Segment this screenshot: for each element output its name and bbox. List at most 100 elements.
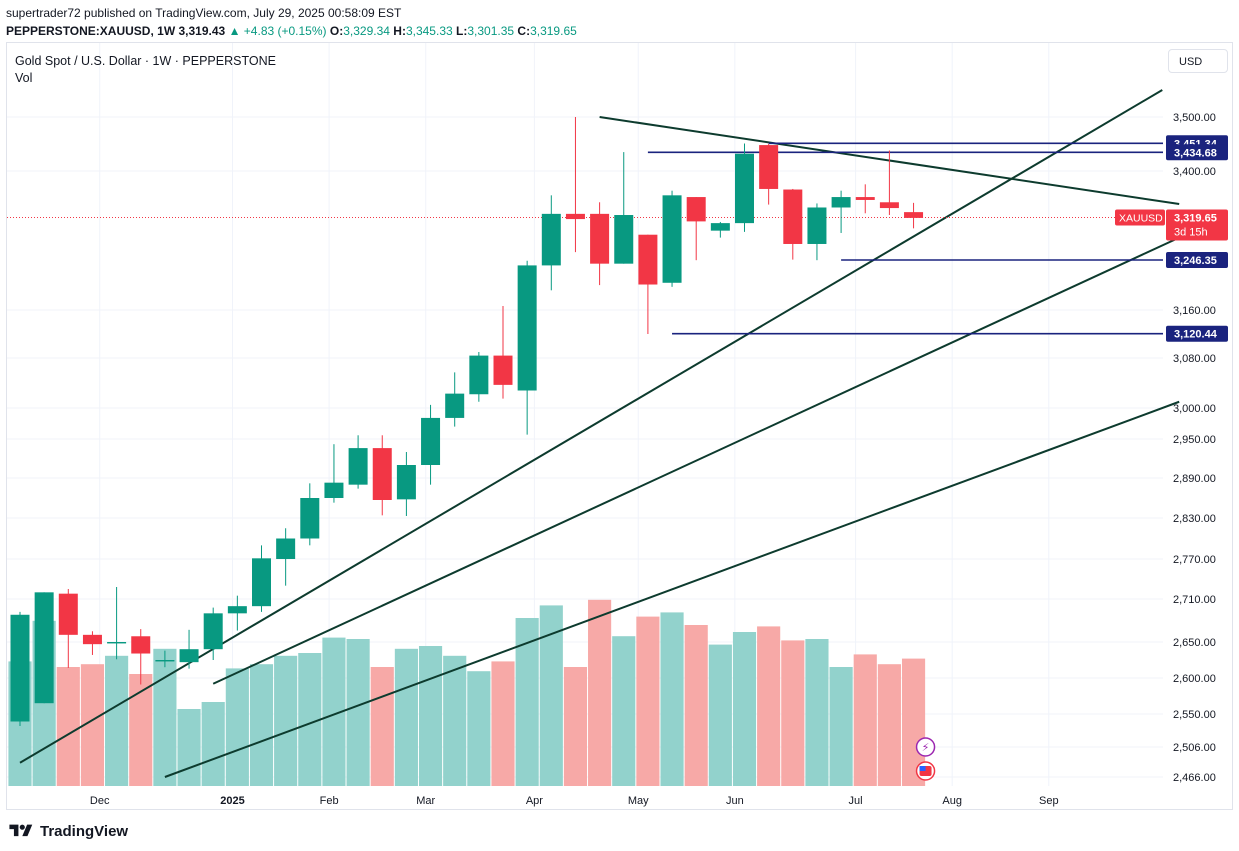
volume-bar	[612, 636, 636, 786]
volume-bar	[346, 639, 370, 786]
volume-bar	[322, 637, 346, 786]
volume-bar	[684, 625, 708, 786]
volume-bar	[515, 618, 539, 786]
volume-bar	[660, 612, 684, 786]
y-tick-label: 2,600.00	[1173, 673, 1216, 685]
volume-bar	[177, 709, 201, 786]
x-tick-label: Mar	[416, 795, 435, 807]
currency-button[interactable]: USD	[1168, 49, 1228, 73]
candle-body	[759, 145, 779, 189]
volume-bar	[105, 655, 129, 786]
volume-bar	[563, 667, 588, 786]
publisher-line: supertrader72 published on TradingView.c…	[6, 6, 402, 20]
last-price: 3,319.43	[178, 24, 226, 38]
level-price-tag	[1166, 325, 1228, 342]
candle-body	[179, 649, 199, 663]
candle-body	[662, 195, 682, 283]
candle-body	[831, 197, 851, 208]
candle-body	[855, 197, 875, 200]
close-label: C:	[517, 24, 531, 38]
y-tick-label: 3,000.00	[1173, 403, 1216, 415]
y-tick-label: 2,550.00	[1173, 709, 1216, 721]
candle-body	[227, 606, 247, 614]
volume-bar	[539, 605, 563, 786]
level-price-label: 3,120.44	[1174, 329, 1218, 341]
x-tick-label: 2025	[220, 795, 244, 807]
current-price-tag	[1166, 209, 1228, 241]
lightning-icon: ⚡	[922, 741, 930, 754]
volume-bar	[877, 664, 901, 786]
volume-bar	[467, 671, 491, 786]
candle-body	[300, 498, 320, 539]
up-arrow-icon: ▲	[228, 24, 241, 38]
x-tick-label: May	[628, 795, 649, 807]
volume-bar	[491, 661, 515, 786]
volume-bar	[80, 664, 105, 786]
candle-body	[155, 660, 175, 662]
y-tick-label: 3,080.00	[1173, 353, 1216, 365]
current-price-label: 3,319.65	[1174, 213, 1217, 225]
volume-bar	[781, 640, 805, 786]
y-tick-label: 2,710.00	[1173, 594, 1216, 606]
x-tick-label: Dec	[90, 795, 110, 807]
candle-body	[276, 538, 296, 559]
bar-countdown-label: 3d 15h	[1174, 227, 1208, 239]
high-value: 3,345.33	[405, 24, 453, 38]
candle-body	[252, 558, 271, 607]
candle-body	[879, 202, 899, 209]
candle-body	[421, 417, 441, 465]
candle-body	[735, 153, 754, 224]
tradingview-brand: TradingView	[8, 822, 128, 840]
candle-body	[203, 613, 223, 650]
x-tick-label: Jun	[726, 795, 744, 807]
y-tick-label: 3,160.00	[1173, 305, 1216, 317]
candle-body	[807, 207, 827, 244]
level-price-tag	[1166, 144, 1228, 161]
y-tick-label: 2,950.00	[1173, 434, 1216, 446]
y-tick-label: 3,400.00	[1173, 166, 1216, 178]
volume-bar	[370, 667, 394, 786]
candle-body	[783, 189, 803, 244]
level-price-tag	[1166, 251, 1228, 268]
candle-body	[58, 593, 78, 635]
volume-bar	[298, 653, 322, 786]
chart-frame	[6, 42, 1233, 810]
level-price-label: 3,434.68	[1174, 147, 1217, 159]
candle-body	[348, 448, 368, 485]
x-tick-label: Apr	[526, 795, 543, 807]
y-tick-label: 2,770.00	[1173, 554, 1216, 566]
price-change: +4.83 (+0.15%)	[243, 24, 327, 38]
x-tick-label: Feb	[320, 795, 339, 807]
volume-bar	[636, 616, 660, 786]
trendline	[19, 89, 1163, 764]
candle-body	[372, 448, 392, 500]
candle-body	[324, 482, 344, 498]
volume-bar	[129, 674, 153, 786]
y-tick-label: 2,506.00	[1173, 742, 1216, 754]
candle-body	[638, 234, 658, 285]
low-value: 3,301.35	[467, 24, 515, 38]
volume-bar	[829, 667, 853, 786]
y-tick-label: 3,500.00	[1173, 112, 1216, 124]
candle-body	[469, 355, 489, 395]
symbol-ohlc-line: PEPPERSTONE:XAUUSD, 1W 3,319.43 ▲ +4.83 …	[6, 22, 577, 40]
volume-bar	[394, 648, 418, 786]
volume-bar	[805, 639, 829, 786]
volume-bar	[418, 646, 443, 786]
volume-bar	[249, 664, 274, 786]
trendline	[164, 400, 1180, 778]
event-lightning-icon	[915, 737, 936, 757]
candle-body	[82, 634, 102, 645]
trendline	[212, 236, 1180, 685]
candle-body	[10, 614, 30, 722]
level-price-label: 3,246.35	[1174, 255, 1217, 267]
candle-body	[904, 212, 924, 218]
close-value: 3,319.65	[530, 24, 577, 38]
symbol-price-tag	[1115, 209, 1165, 226]
candle-body	[614, 215, 634, 264]
high-label: H:	[393, 24, 406, 38]
candle-body	[517, 265, 537, 391]
symbol-label: PEPPERSTONE:XAUUSD, 1W	[6, 24, 176, 38]
y-tick-label: 2,890.00	[1173, 473, 1216, 485]
